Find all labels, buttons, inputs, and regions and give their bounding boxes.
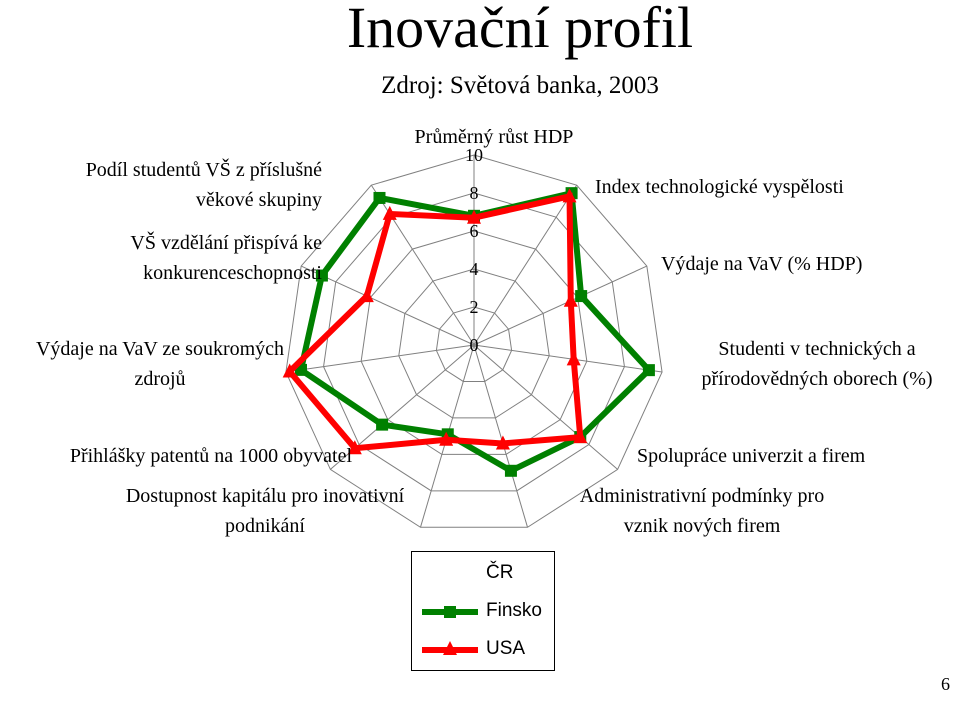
data-point [573, 429, 588, 444]
grid-spoke [473, 344, 663, 373]
chart-legend: ČR Finsko USA [411, 551, 555, 671]
grid-spoke [473, 184, 578, 346]
legend-label-finsko: Finsko [486, 600, 542, 621]
page-subtitle: Zdroj: Světová banka, 2003 [381, 72, 659, 99]
grid-spoke [473, 344, 529, 528]
data-point [315, 269, 328, 282]
axis-label: Průměrný růst HDP [415, 126, 574, 148]
axis-label: Přihlášky patentů na 1000 obyvatel [70, 445, 353, 467]
legend-swatch-usa [422, 641, 478, 655]
radar-series [282, 187, 655, 477]
axis-label: Index technologické vyspělosti [595, 176, 844, 198]
data-point [376, 418, 389, 431]
axis-label: Dostupnost kapitálu pro inovativní [126, 485, 405, 507]
axis-label: přírodovědných oborech (%) [701, 368, 932, 390]
grid-ring [323, 192, 625, 492]
grid-spoke [300, 265, 475, 346]
legend-item-usa: USA [420, 634, 550, 664]
series-line [285, 192, 584, 452]
axis-label: věkové skupiny [196, 189, 322, 211]
series-usa [282, 188, 588, 455]
grid-spoke [285, 344, 475, 373]
tick-label: 8 [470, 183, 479, 203]
grid-ring [398, 268, 550, 419]
series-line [297, 189, 654, 475]
data-point [504, 464, 517, 477]
data-point [575, 290, 588, 303]
axis-label: vznik nových firem [624, 515, 781, 537]
axis-label: Spolupráce univerzit a firem [637, 445, 866, 467]
axis-label: Podíl studentů VŠ z příslušné [86, 157, 322, 181]
axis-label: podnikání [225, 515, 305, 537]
tick-label: 6 [470, 221, 479, 241]
axis-label: konkurenceschopnosti [143, 262, 322, 284]
grid-ring [285, 154, 663, 528]
data-point [495, 435, 510, 450]
data-point [563, 292, 578, 307]
axis-label: VŠ vzdělání přispívá ke [130, 230, 322, 254]
axis-label: Studenti v technických a [718, 338, 915, 360]
axis-label: Výdaje na VaV ze soukromých [36, 338, 284, 360]
data-point [562, 188, 577, 203]
grid-ring [435, 306, 513, 382]
data-point [382, 205, 397, 220]
data-point [566, 351, 581, 366]
data-point [359, 288, 374, 303]
tick-label: 4 [470, 259, 479, 279]
grid-spoke [473, 344, 618, 470]
axis-label: Administrativní podmínky pro [580, 485, 824, 507]
data-point [439, 431, 454, 446]
grid-spoke [473, 265, 648, 346]
legend-item-finsko: Finsko [420, 596, 550, 626]
axis-labels: Průměrný růst HDP Index technologické vys… [36, 126, 933, 537]
legend-label-cr: ČR [486, 562, 514, 583]
tick-label: 0 [470, 335, 479, 355]
axis-label: Výdaje na VaV (% HDP) [661, 253, 862, 275]
axis-label: zdrojů [134, 368, 185, 390]
tick-label: 10 [465, 145, 483, 165]
data-point [642, 364, 655, 377]
data-point [373, 191, 386, 204]
page-title: Inovační profil [346, 0, 694, 60]
page-number: 6 [941, 674, 950, 694]
tick-label: 2 [470, 297, 479, 317]
data-point [282, 363, 297, 378]
data-point [467, 209, 481, 224]
legend-swatch-finsko [422, 606, 478, 618]
radial-tick-labels: 0 2 4 6 8 10 [465, 145, 483, 355]
data-point [347, 440, 362, 455]
legend-label-usa: USA [486, 638, 526, 659]
legend-item-cr: ČR [420, 558, 550, 588]
